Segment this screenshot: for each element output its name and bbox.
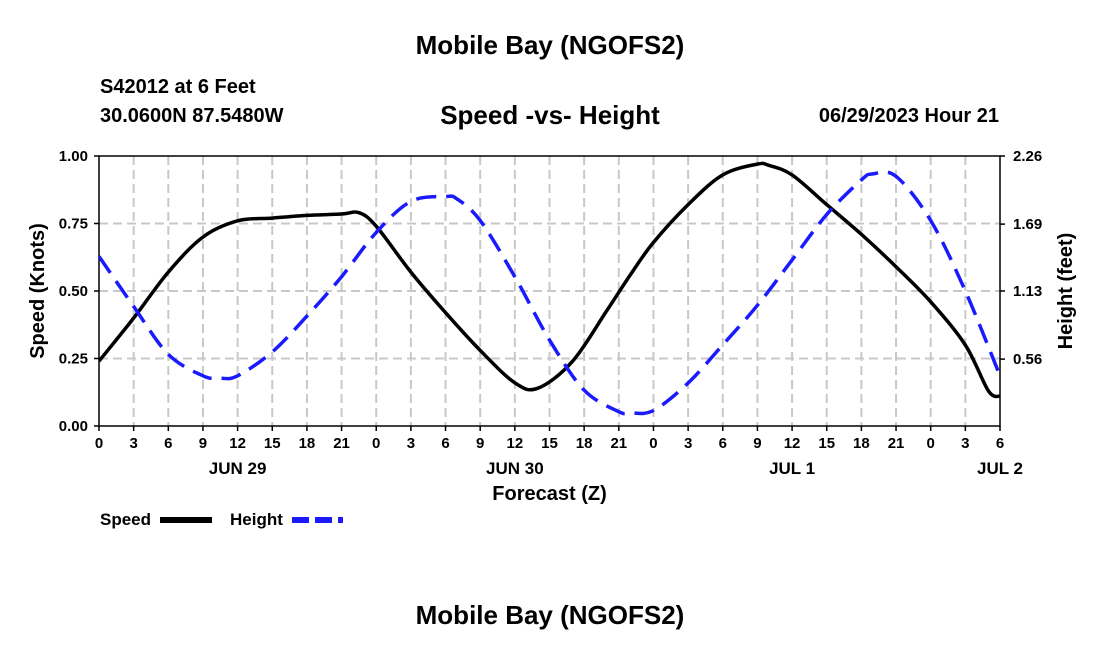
x-tick-label: 0 bbox=[372, 435, 380, 452]
x-tick-label: 18 bbox=[853, 435, 870, 452]
legend-label-speed: Speed bbox=[100, 510, 151, 529]
y-left-tick-label: 0.75 bbox=[59, 216, 88, 233]
x-tick-label: 9 bbox=[199, 435, 207, 452]
footer-title: Mobile Bay (NGOFS2) bbox=[415, 600, 685, 630]
x-tick-label: 3 bbox=[684, 435, 692, 452]
y-left-tick-label: 0.00 bbox=[59, 418, 88, 435]
x-tick-label: 15 bbox=[541, 435, 558, 452]
x-axis-title: Forecast (Z) bbox=[492, 483, 606, 505]
y-left-tick-label: 0.25 bbox=[59, 351, 88, 368]
y-right-tick-label: 1.69 bbox=[1013, 216, 1042, 233]
series-line-speed bbox=[99, 161, 1000, 399]
x-tick-label: 9 bbox=[476, 435, 484, 452]
x-tick-label: 0 bbox=[95, 435, 103, 452]
y-right-tick-label: 0.56 bbox=[1013, 351, 1042, 368]
chart-subtitle: Speed -vs- Height bbox=[440, 100, 660, 130]
x-tick-label: 21 bbox=[610, 435, 627, 452]
x-tick-label: 12 bbox=[784, 435, 801, 452]
x-day-label: JUL 1 bbox=[769, 459, 815, 478]
x-tick-label: 12 bbox=[507, 435, 524, 452]
x-tick-label: 9 bbox=[753, 435, 761, 452]
y-right-tick-label: 2.26 bbox=[1013, 148, 1042, 165]
series-line-height bbox=[99, 170, 1000, 416]
chart-title: Mobile Bay (NGOFS2) bbox=[415, 30, 685, 60]
x-tick-label: 21 bbox=[333, 435, 350, 452]
x-tick-label: 6 bbox=[719, 435, 727, 452]
y-right-tick-label: 1.13 bbox=[1013, 283, 1042, 300]
forecast-datetime: 06/29/2023 Hour 21 bbox=[818, 105, 999, 127]
y-left-tick-label: 0.50 bbox=[59, 283, 88, 300]
x-tick-label: 6 bbox=[164, 435, 172, 452]
x-tick-label: 15 bbox=[818, 435, 835, 452]
x-day-label: JUN 29 bbox=[209, 459, 267, 478]
series bbox=[99, 161, 1000, 416]
axes: 0 3 6 9 12 15 18 21 0 3 6 9 12 15 18 21 0 3 6 9 12 15 18 21 0 3 6 0… bbox=[27, 148, 1077, 505]
grid bbox=[99, 156, 1000, 426]
x-tick-label: 18 bbox=[299, 435, 316, 452]
x-day-label: JUL 2 bbox=[977, 459, 1023, 478]
x-tick-label: 3 bbox=[129, 435, 137, 452]
x-tick-label: 21 bbox=[888, 435, 905, 452]
x-tick-label: 3 bbox=[407, 435, 415, 452]
y-left-axis-title: Speed (Knots) bbox=[27, 223, 49, 359]
legend: Speed Height bbox=[100, 510, 343, 529]
station-label: S42012 at 6 Feet bbox=[100, 76, 256, 98]
x-tick-label: 15 bbox=[264, 435, 281, 452]
x-tick-label: 12 bbox=[229, 435, 246, 452]
legend-label-height: Height bbox=[230, 510, 283, 529]
x-tick-label: 3 bbox=[961, 435, 969, 452]
x-tick-label: 18 bbox=[576, 435, 593, 452]
x-tick-label: 6 bbox=[996, 435, 1004, 452]
y-right-axis-title: Height (feet) bbox=[1055, 233, 1077, 350]
station-coordinates: 30.0600N 87.5480W bbox=[100, 105, 284, 127]
x-tick-label: 6 bbox=[441, 435, 449, 452]
x-tick-label: 0 bbox=[649, 435, 657, 452]
x-day-label: JUN 30 bbox=[486, 459, 544, 478]
x-tick-label: 0 bbox=[927, 435, 935, 452]
y-left-tick-label: 1.00 bbox=[59, 148, 88, 165]
